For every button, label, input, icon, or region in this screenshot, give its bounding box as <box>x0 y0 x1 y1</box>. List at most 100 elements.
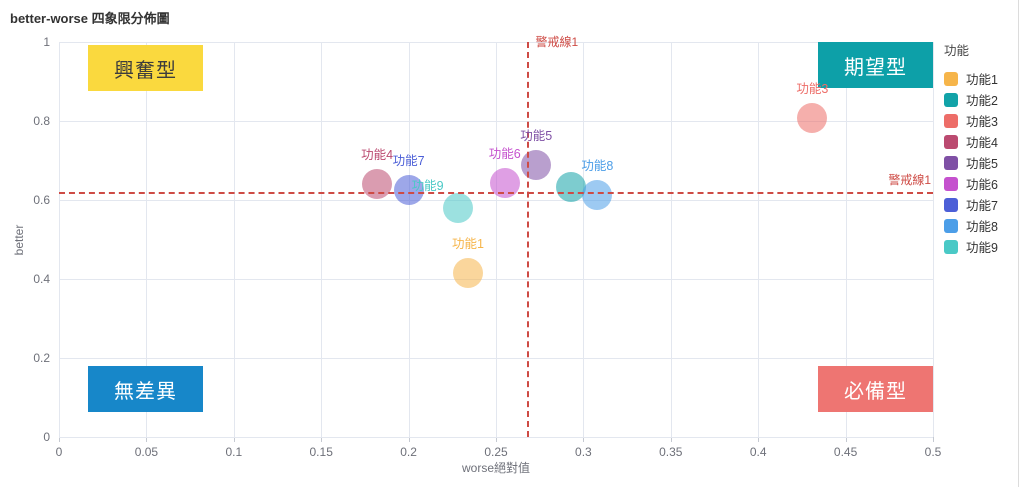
legend-title: 功能 <box>944 44 970 58</box>
y-gridline <box>59 200 933 201</box>
scatter-point-4[interactable] <box>362 169 393 200</box>
legend-item-9[interactable]: 功能9 <box>944 236 998 257</box>
warning-line-label: 警戒線1 <box>535 35 579 49</box>
legend-item-2[interactable]: 功能2 <box>944 89 998 110</box>
legend-item-4[interactable]: 功能4 <box>944 131 998 152</box>
y-tick-label: 0 <box>43 430 50 444</box>
y-gridline <box>59 437 933 438</box>
x-axis-tick <box>408 437 410 442</box>
x-tick-label: 0.1 <box>225 445 243 459</box>
legend-swatch-icon <box>944 239 958 254</box>
legend-item-label: 功能4 <box>966 136 998 150</box>
x-axis-tick <box>233 437 235 442</box>
scatter-point-7[interactable] <box>393 175 424 206</box>
x-axis-tick <box>670 437 672 442</box>
legend-item-label: 功能3 <box>966 115 998 129</box>
legend-swatch-icon <box>944 197 958 212</box>
x-tick-label: 0 <box>55 445 63 459</box>
point-label-3: 功能3 <box>796 81 829 96</box>
point-label-8: 功能8 <box>581 158 614 173</box>
scatter-point-1[interactable] <box>453 258 484 289</box>
y-axis-label: better <box>12 224 26 256</box>
x-tick-label: 0.4 <box>749 445 767 459</box>
x-axis-label: worse絕對值 <box>461 461 530 475</box>
legend-item-label: 功能5 <box>966 157 998 171</box>
warning-line-label: 警戒線1 <box>888 173 931 188</box>
x-gridline <box>758 42 760 437</box>
legend-item-label: 功能1 <box>966 73 998 87</box>
chart-title: better-worse 四象限分佈圖 <box>10 11 170 26</box>
legend-item-5[interactable]: 功能5 <box>944 152 998 173</box>
legend-item-label: 功能8 <box>966 220 998 234</box>
legend-swatch-icon <box>944 92 958 107</box>
legend-swatch-icon <box>944 113 958 128</box>
legend-item-1[interactable]: 功能1 <box>944 68 998 89</box>
y-tick-label: 0.8 <box>33 114 50 128</box>
quadrant-label-top-left: 興奮型 <box>88 45 203 91</box>
point-label-6: 功能6 <box>488 147 521 162</box>
point-label-9: 功能9 <box>411 178 444 193</box>
legend-swatch-icon <box>944 176 958 191</box>
legend: 功能 功能1 功能2 功能3 功能4 功能5 功能6 功能7 功能8 功能9 <box>944 40 998 257</box>
x-tick-label: 0.25 <box>484 445 508 459</box>
quadrant-label-bottom-left: 無差異 <box>88 366 203 412</box>
legend-item-7[interactable]: 功能7 <box>944 194 998 215</box>
x-axis-tick <box>496 437 497 442</box>
legend-item-label: 功能9 <box>966 241 998 255</box>
x-gridline <box>670 42 672 437</box>
legend-item-3[interactable]: 功能3 <box>944 110 998 131</box>
x-gridline <box>233 42 235 437</box>
quadrant-label-bottom-right: 必備型 <box>818 366 933 412</box>
x-gridline <box>845 42 847 437</box>
warning-line-vertical <box>527 42 530 437</box>
x-axis-tick <box>583 437 585 442</box>
legend-swatch-icon <box>944 155 958 170</box>
x-gridline <box>496 42 497 437</box>
legend-swatch-icon <box>944 134 958 149</box>
x-axis-tick <box>59 437 60 442</box>
y-gridline <box>59 121 933 122</box>
x-gridline <box>59 42 60 437</box>
scatter-point-8[interactable] <box>582 179 613 210</box>
scatter-point-2[interactable] <box>556 171 587 202</box>
x-tick-label: 0.15 <box>309 445 333 459</box>
x-gridline <box>321 42 323 437</box>
scatter-point-5[interactable] <box>521 150 552 181</box>
point-label-7: 功能7 <box>392 154 425 169</box>
legend-swatch-icon <box>944 71 958 86</box>
legend-item-6[interactable]: 功能6 <box>944 173 998 194</box>
legend-items: 功能1 功能2 功能3 功能4 功能5 功能6 功能7 功能8 功能9 <box>944 68 998 257</box>
warning-line-horizontal <box>59 192 933 195</box>
y-tick-label: 1 <box>43 35 50 49</box>
quadrant-label-top-right: 期望型 <box>818 42 933 88</box>
point-label-1: 功能1 <box>452 237 485 252</box>
legend-item-label: 功能2 <box>966 94 998 108</box>
x-tick-label: 0.05 <box>134 445 159 459</box>
x-tick-label: 0.5 <box>924 445 942 459</box>
x-axis-tick <box>758 437 760 442</box>
y-gridline <box>59 279 933 280</box>
point-label-5: 功能5 <box>520 129 553 144</box>
x-tick-label: 0.45 <box>833 445 858 459</box>
legend-item-8[interactable]: 功能8 <box>944 215 998 236</box>
x-gridline <box>146 42 148 437</box>
x-axis-tick <box>933 437 934 442</box>
y-tick-label: 0.4 <box>33 272 50 286</box>
y-tick-label: 0.2 <box>33 351 50 365</box>
x-tick-label: 0.2 <box>400 445 417 459</box>
scatter-point-3[interactable] <box>797 102 828 133</box>
y-gridline <box>59 42 933 43</box>
x-tick-label: 0.3 <box>575 445 592 459</box>
point-label-4: 功能4 <box>361 148 394 163</box>
x-axis-tick <box>845 437 847 442</box>
legend-item-label: 功能6 <box>966 178 998 192</box>
x-tick-label: 0.35 <box>659 445 683 459</box>
x-gridline <box>583 42 585 437</box>
x-gridline <box>408 42 410 437</box>
scatter-point-9[interactable] <box>442 192 473 223</box>
legend-item-label: 功能7 <box>966 199 998 213</box>
x-axis-tick <box>146 437 148 442</box>
y-gridline <box>59 358 933 359</box>
x-gridline <box>933 42 934 437</box>
